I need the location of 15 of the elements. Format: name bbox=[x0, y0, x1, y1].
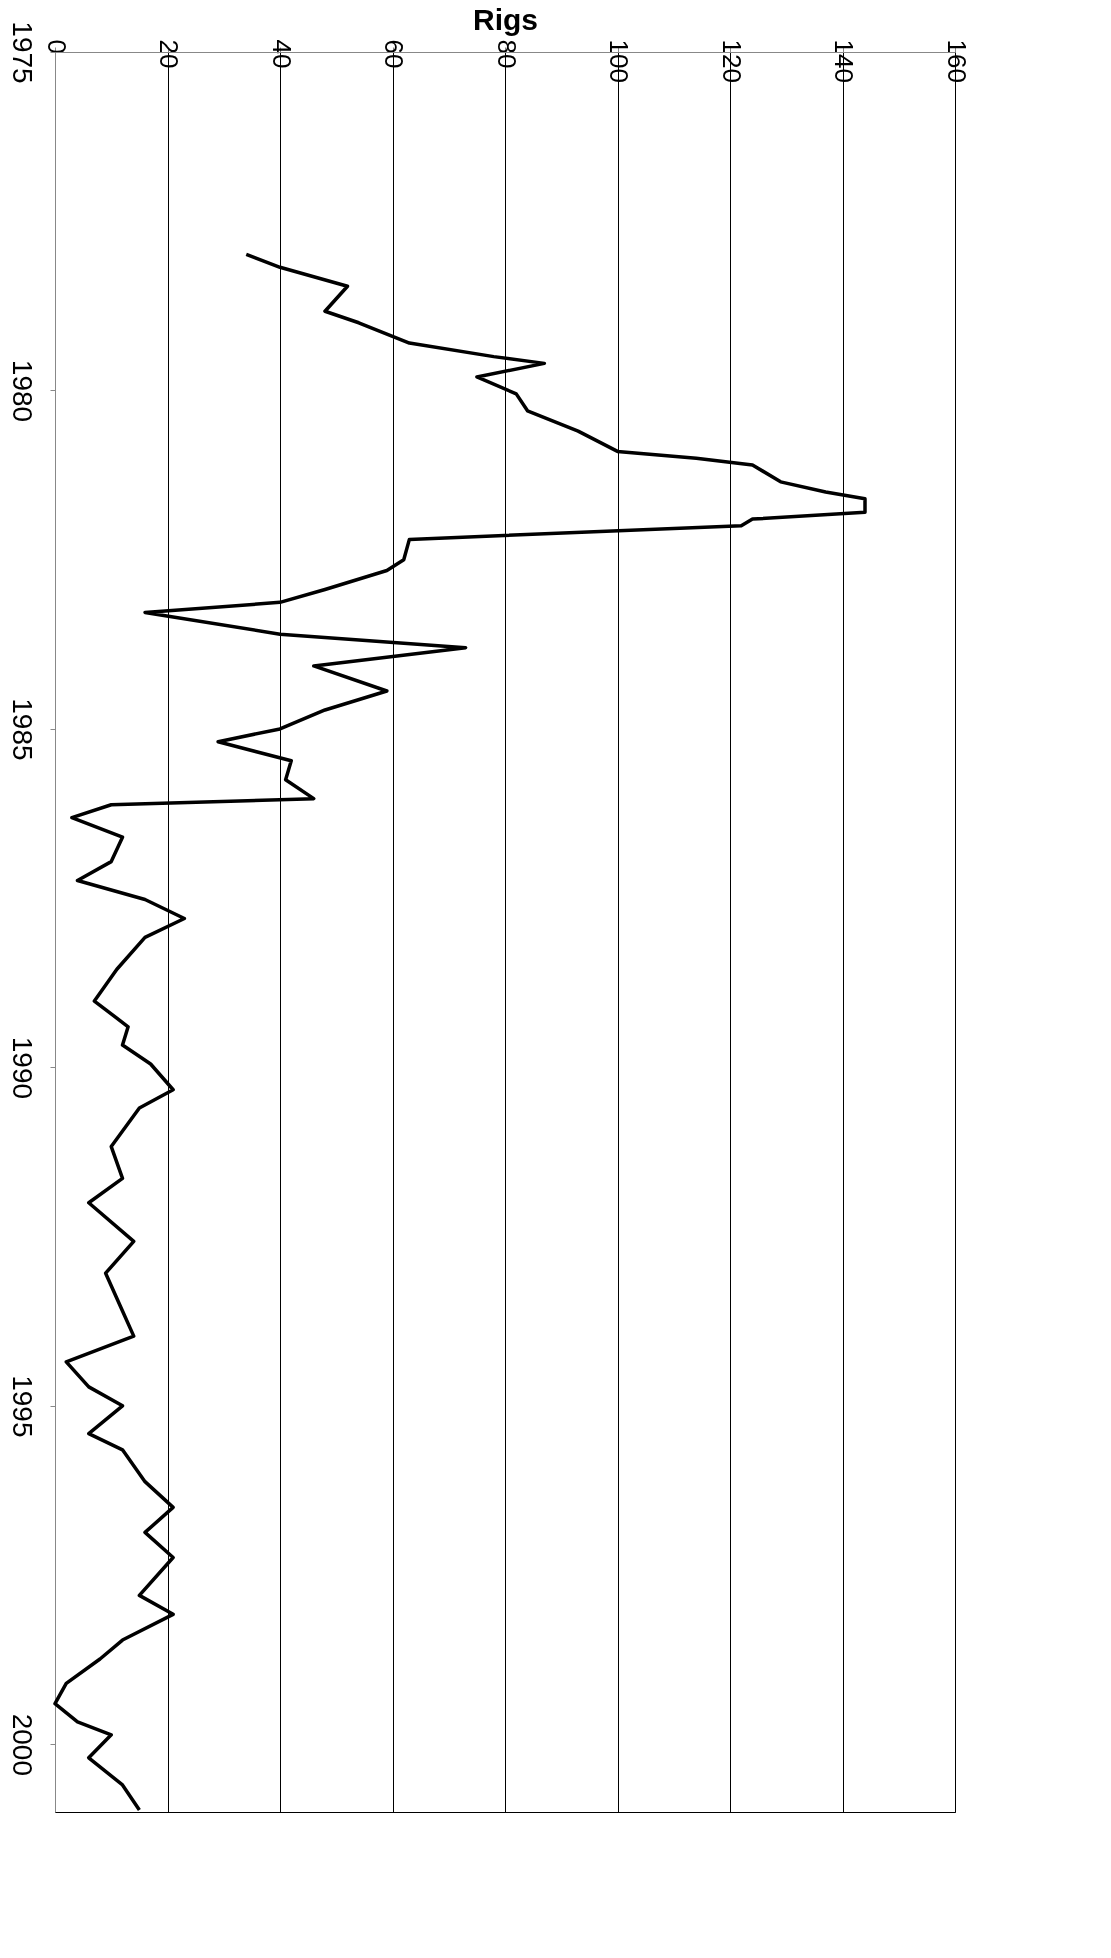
x-tick-label: 120 bbox=[716, 39, 747, 83]
x-tick-label: 160 bbox=[941, 39, 972, 83]
y-tick-label: 1975 bbox=[6, 21, 38, 84]
y-tick-label: 1985 bbox=[6, 698, 38, 761]
x-tick-label: 100 bbox=[604, 39, 634, 83]
x-tick-label: 40 bbox=[266, 39, 297, 69]
x-tick-label: 20 bbox=[154, 39, 184, 69]
y-tick-label: 1995 bbox=[6, 1375, 38, 1438]
x-tick-label: 80 bbox=[491, 39, 522, 69]
y-tick-label: 1990 bbox=[6, 1036, 38, 1100]
x-tick-label: 60 bbox=[379, 39, 409, 69]
x-axis-title: Rigs bbox=[472, 2, 539, 36]
y-tick-label: 2000 bbox=[6, 1713, 38, 1776]
y-tick-label: 1980 bbox=[6, 359, 38, 423]
x-tick-label: 140 bbox=[829, 39, 859, 83]
